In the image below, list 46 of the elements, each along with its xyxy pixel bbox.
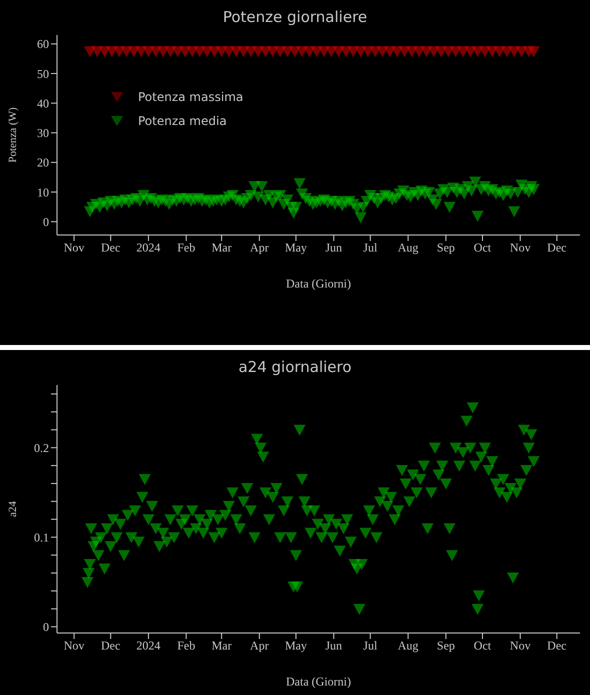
x-tick-label: Jun xyxy=(325,240,342,255)
x-tick-label: Dec xyxy=(100,638,120,653)
legend-label: Potenza media xyxy=(138,114,227,128)
x-tick-label: Jul xyxy=(363,240,378,255)
x-tick-label: Oct xyxy=(474,240,492,255)
chart-title: Potenze giornaliere xyxy=(222,8,368,26)
y-axis-title: a24 xyxy=(6,500,19,517)
y-tick-label: 60 xyxy=(37,37,49,52)
x-tick-label: Nov xyxy=(510,638,531,653)
y-tick-label: 10 xyxy=(37,185,49,200)
x-tick-label: Mar xyxy=(212,638,232,653)
x-tick-label: Sep xyxy=(436,638,455,653)
y-tick-label: 0.1 xyxy=(34,530,49,544)
x-tick-label: Apr xyxy=(250,240,269,255)
y-tick-label: 40 xyxy=(37,96,49,110)
x-tick-label: Aug xyxy=(398,240,418,255)
y-tick-label: 0.2 xyxy=(34,440,49,455)
y-tick-label: 0 xyxy=(43,214,49,229)
y-tick-label: 30 xyxy=(37,126,49,140)
x-tick-label: Feb xyxy=(177,638,196,653)
y-tick-label: 20 xyxy=(37,156,49,170)
x-tick-label: Nov xyxy=(64,638,84,653)
x-tick-label: Mar xyxy=(212,240,232,255)
x-tick-label: Oct xyxy=(474,638,492,653)
x-tick-label: Dec xyxy=(547,638,566,653)
x-tick-label: 2024 xyxy=(136,638,160,653)
x-tick-label: Dec xyxy=(547,240,566,255)
x-axis-title: Data (Giorni) xyxy=(286,674,351,689)
x-tick-label: Jul xyxy=(363,638,378,653)
legend-label: Potenza massima xyxy=(138,90,244,104)
x-axis-title: Data (Giorni) xyxy=(286,276,351,291)
x-tick-label: Jun xyxy=(325,638,342,653)
x-tick-label: Apr xyxy=(250,638,269,653)
x-tick-label: Dec xyxy=(100,240,120,255)
x-tick-label: Nov xyxy=(510,240,531,255)
x-tick-label: May xyxy=(284,240,307,255)
x-tick-label: Nov xyxy=(64,240,84,255)
y-tick-label: 50 xyxy=(37,66,49,81)
y-axis-title: Potenza (W) xyxy=(6,107,19,163)
chart-title: a24 giornaliero xyxy=(237,358,353,376)
x-tick-label: May xyxy=(284,638,307,653)
y-tick-label: 0 xyxy=(43,620,49,634)
x-tick-label: Aug xyxy=(398,638,418,653)
x-tick-label: Sep xyxy=(436,240,455,255)
x-tick-label: 2024 xyxy=(136,240,160,255)
x-tick-label: Feb xyxy=(177,240,196,255)
